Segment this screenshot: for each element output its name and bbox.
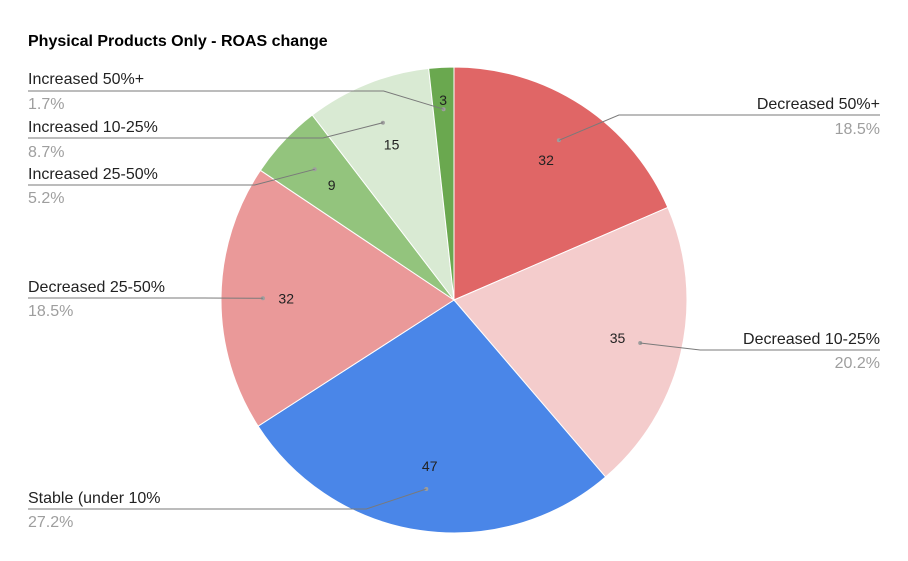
legend-label: Increased 25-50% xyxy=(28,166,158,183)
slice-value-labels: 32 35 47 32 9 15 3 xyxy=(278,92,625,474)
slice-value-label: 3 xyxy=(439,92,447,108)
pie-slice xyxy=(453,206,688,478)
leader-line xyxy=(28,122,384,139)
pie-slices xyxy=(220,66,688,534)
pie-slice xyxy=(311,67,455,302)
pie-slice xyxy=(257,299,607,534)
leader-line xyxy=(28,90,444,110)
legend-label: Decreased 50%+ xyxy=(757,96,880,113)
leader-line xyxy=(640,342,880,351)
pie-slice xyxy=(453,66,669,301)
slice-value-label: 9 xyxy=(328,177,336,193)
leader-line xyxy=(28,488,427,510)
legend-percent: 18.5% xyxy=(28,303,73,320)
legend-percent: 1.7% xyxy=(28,96,64,113)
slice-value-label: 15 xyxy=(384,136,400,152)
legend-percent: 8.7% xyxy=(28,144,64,161)
legend-percent: 20.2% xyxy=(835,355,880,372)
legend-label: Stable (under 10% xyxy=(28,490,161,507)
slice-value-label: 32 xyxy=(278,291,294,307)
slice-value-label: 35 xyxy=(610,330,626,346)
legend-label: Decreased 10-25% xyxy=(743,331,880,348)
legend-percent: 27.2% xyxy=(28,514,73,531)
legend-label: Increased 10-25% xyxy=(28,119,158,136)
legend-label: Increased 50%+ xyxy=(28,71,144,88)
pie-slice xyxy=(428,66,455,301)
legend-percent: 5.2% xyxy=(28,190,64,207)
chart-title: Physical Products Only - ROAS change xyxy=(28,33,328,50)
slice-legend-labels: Decreased 50%+ 18.5% Decreased 10-25% 20.2%… xyxy=(28,71,880,531)
slice-value-label: 32 xyxy=(538,152,554,168)
leader-line xyxy=(558,114,880,141)
legend-percent: 18.5% xyxy=(835,121,880,138)
leader-line xyxy=(28,168,315,186)
legend-label: Decreased 25-50% xyxy=(28,279,165,296)
slice-value-label: 47 xyxy=(422,458,438,474)
leader-lines xyxy=(28,90,880,510)
